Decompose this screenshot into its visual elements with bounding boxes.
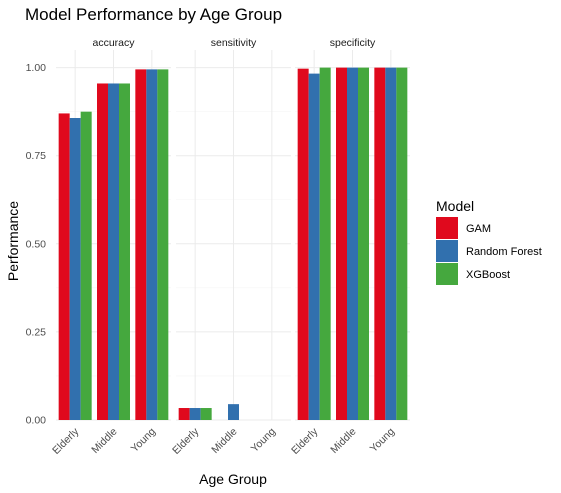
chart-title: Model Performance by Age Group [25, 5, 282, 24]
y-tick-label: 0.75 [26, 150, 47, 162]
legend-title: Model [436, 198, 474, 214]
bar-accuracy-young-random-forest [146, 69, 158, 420]
bar-sensitivity-elderly-random-forest [189, 408, 201, 420]
legend-label: Random Forest [466, 246, 542, 258]
x-tick-label: Young [249, 426, 278, 455]
legend-swatch [436, 217, 458, 239]
y-tick-label: 0.00 [26, 415, 47, 427]
bar-sensitivity-middle-random-forest [228, 404, 239, 420]
bar-accuracy-middle-gam [97, 83, 108, 420]
bar-specificity-young-random-forest [385, 67, 397, 420]
bar-specificity-middle-random-forest [347, 67, 358, 420]
bar-accuracy-elderly-xgboost [80, 111, 92, 421]
x-axis-label: Age Group [199, 471, 267, 487]
bar-specificity-elderly-gam [297, 68, 309, 420]
legend: Model GAM Random Forest XGBoost [436, 198, 542, 285]
legend-label: XGBoost [466, 269, 510, 281]
bar-specificity-young-xgboost [396, 67, 408, 420]
y-tick-label: 1.00 [26, 62, 47, 74]
bar-specificity-elderly-xgboost [319, 67, 331, 420]
x-tick-label: Young [129, 426, 158, 455]
y-tick-label: 0.50 [26, 238, 47, 250]
bar-sensitivity-elderly-gam [178, 408, 190, 420]
legend-label: GAM [466, 223, 491, 235]
facet-panel-specificity: specificity Elderly Middle Young [289, 37, 410, 457]
x-tick-label: Middle [328, 426, 358, 456]
bar-accuracy-middle-random-forest [108, 83, 119, 420]
bar-accuracy-elderly-random-forest [69, 118, 81, 420]
legend-swatch [436, 263, 458, 285]
x-tick-label: Elderly [50, 425, 82, 457]
y-axis: 0.00 0.25 0.50 0.75 1.00 [26, 62, 47, 426]
x-tick-label: Middle [209, 426, 239, 456]
facet-label: accuracy [92, 37, 135, 49]
y-tick-label: 0.25 [26, 326, 47, 338]
facet-label: sensitivity [211, 37, 257, 49]
bar-specificity-middle-gam [336, 67, 347, 420]
legend-swatch [436, 240, 458, 262]
bar-accuracy-young-xgboost [157, 69, 169, 420]
x-tick-label: Elderly [289, 425, 321, 457]
bar-accuracy-elderly-gam [58, 113, 70, 420]
bar-specificity-young-gam [374, 67, 386, 420]
bar-sensitivity-elderly-xgboost [200, 408, 212, 420]
bar-accuracy-young-gam [135, 69, 147, 420]
bar-accuracy-middle-xgboost [119, 83, 130, 420]
x-tick-label: Young [368, 426, 397, 455]
y-axis-label: Performance [5, 201, 21, 281]
bar-specificity-middle-xgboost [358, 67, 369, 420]
x-tick-label: Elderly [170, 425, 202, 457]
facet-panel-sensitivity: sensitivity Elderly Middle Young [170, 37, 291, 457]
legend-items: GAM Random Forest XGBoost [436, 217, 542, 285]
facet-label: specificity [330, 37, 376, 49]
bar-specificity-elderly-random-forest [308, 73, 320, 420]
facet-panel-accuracy: accuracy Elderly Middle Young [50, 37, 171, 457]
x-tick-label: Middle [89, 426, 119, 456]
